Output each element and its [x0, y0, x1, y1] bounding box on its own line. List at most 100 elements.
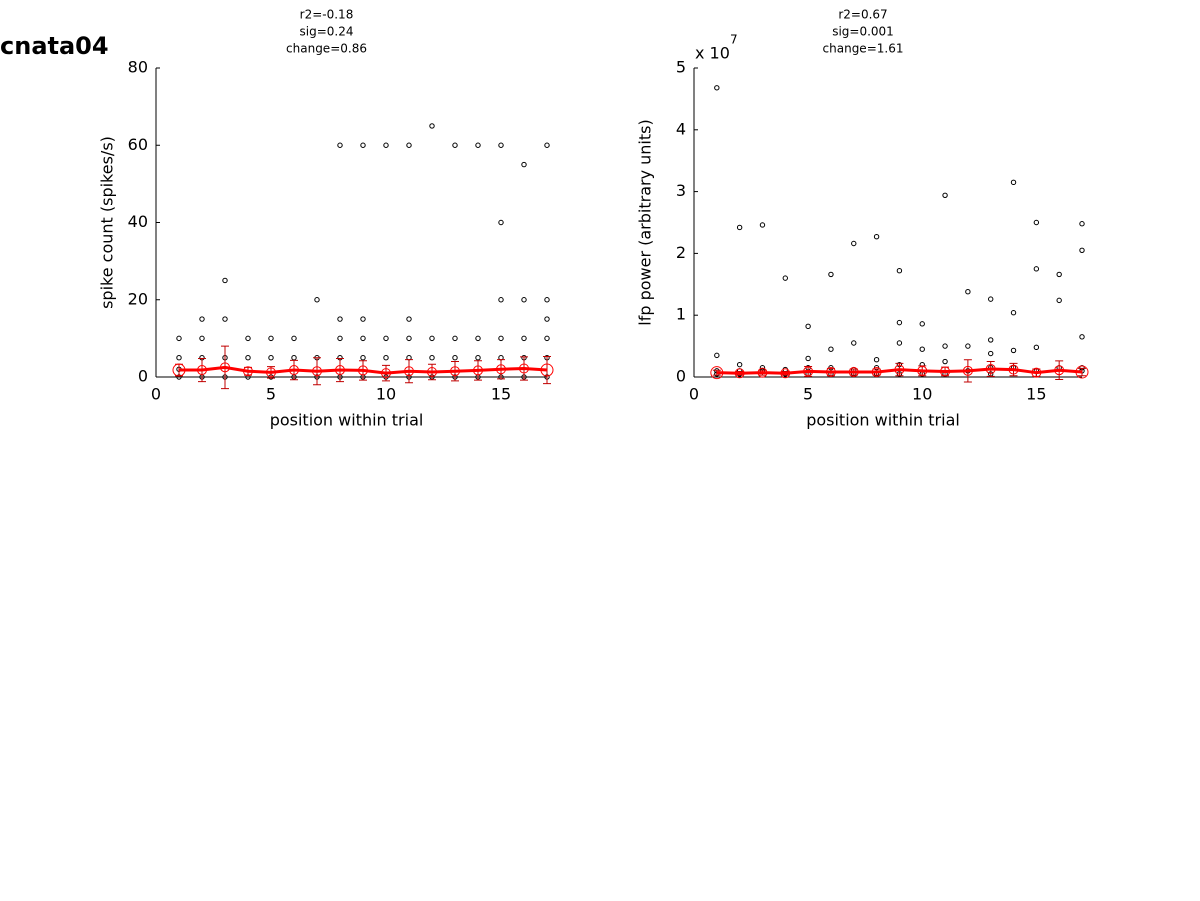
- mean-marker: [1031, 367, 1042, 378]
- data-point: [805, 323, 811, 330]
- data-point: [429, 335, 435, 342]
- data-point: [383, 354, 389, 361]
- data-point: [498, 297, 504, 303]
- mean-marker: [710, 366, 724, 380]
- y-multiplier-exponent: 7: [730, 33, 738, 47]
- mean-marker: [381, 368, 391, 379]
- data-point: [736, 361, 743, 368]
- data-point: [1056, 271, 1062, 278]
- y-tick-label: 2: [676, 243, 686, 262]
- data-point: [360, 316, 366, 322]
- mean-marker: [780, 368, 791, 379]
- data-point: [337, 335, 343, 342]
- data-point: [736, 224, 743, 231]
- y-multiplier: x 10: [695, 44, 730, 63]
- data-point: [360, 354, 366, 361]
- x-axis-label: position within trial: [806, 411, 960, 430]
- mean-marker: [404, 366, 414, 377]
- data-point: [406, 142, 412, 148]
- data-point: [782, 275, 788, 281]
- mean-marker: [335, 365, 345, 376]
- data-point: [475, 354, 481, 361]
- data-point: [1056, 297, 1062, 304]
- mean-marker: [985, 363, 996, 374]
- data-point: [222, 277, 228, 284]
- data-point: [942, 192, 948, 199]
- data-point: [176, 354, 182, 361]
- mean-marker: [1008, 364, 1019, 375]
- data-point: [896, 340, 903, 346]
- mean-marker: [540, 363, 554, 377]
- data-point: [337, 316, 343, 322]
- data-point: [965, 289, 971, 295]
- mean-marker: [427, 366, 437, 377]
- mean-marker: [450, 366, 460, 377]
- data-point: [429, 354, 435, 361]
- data-point: [896, 268, 903, 274]
- chart-title: r2=-0.18: [300, 8, 354, 22]
- x-tick-label: 10: [912, 385, 932, 404]
- data-point: [521, 335, 527, 342]
- y-axis-label: spike count (spikes/s): [98, 136, 117, 309]
- data-point: [406, 316, 412, 322]
- data-point: [360, 142, 366, 148]
- y-tick-label: 40: [128, 212, 148, 231]
- mean-marker: [1075, 365, 1089, 379]
- data-point: [714, 85, 720, 91]
- y-tick-label: 4: [676, 119, 686, 138]
- data-point: [360, 335, 366, 342]
- mean-marker: [894, 364, 905, 375]
- data-point: [176, 335, 182, 342]
- data-point: [1033, 266, 1040, 272]
- data-point: [851, 240, 857, 247]
- data-point: [498, 142, 504, 148]
- data-point: [475, 142, 481, 148]
- data-point: [383, 142, 389, 148]
- mean-line: [716, 367, 1083, 375]
- chart-title: change=0.86: [286, 42, 367, 56]
- data-point: [498, 219, 504, 226]
- figure-label: cnata04: [0, 32, 109, 60]
- mean-marker: [871, 367, 882, 378]
- y-tick-label: 20: [128, 289, 148, 308]
- data-point: [828, 346, 834, 352]
- mean-line: [179, 365, 548, 375]
- mean-marker: [172, 363, 186, 377]
- data-point: [498, 335, 504, 342]
- x-axis-label: position within trial: [270, 411, 424, 430]
- data-point: [873, 234, 880, 240]
- data-point: [1010, 310, 1017, 316]
- data-point: [873, 356, 880, 363]
- mean-marker: [289, 365, 299, 376]
- x-tick-label: 0: [151, 385, 161, 404]
- y-tick-label: 5: [676, 58, 686, 77]
- data-point: [199, 335, 205, 342]
- data-point: [544, 142, 550, 148]
- data-point: [1010, 179, 1017, 186]
- mean-marker: [803, 366, 814, 377]
- data-point: [1010, 347, 1017, 354]
- data-point: [314, 297, 320, 303]
- y-tick-label: 80: [128, 58, 148, 77]
- x-tick-label: 5: [803, 385, 813, 404]
- data-point: [406, 335, 412, 342]
- data-point: [521, 297, 527, 303]
- data-point: [452, 335, 458, 342]
- data-point: [1033, 344, 1040, 351]
- data-point: [1079, 221, 1085, 227]
- data-point: [199, 316, 205, 322]
- data-point: [291, 335, 297, 342]
- data-point: [268, 354, 274, 361]
- data-point: [851, 340, 857, 346]
- chart-title: r2=0.67: [838, 8, 887, 22]
- data-point: [544, 316, 550, 322]
- data-point: [919, 346, 925, 352]
- mean-marker: [358, 365, 368, 376]
- data-point: [544, 297, 550, 303]
- mean-marker: [473, 365, 483, 376]
- data-point: [337, 142, 343, 148]
- data-point: [805, 355, 811, 362]
- data-point: [475, 335, 481, 342]
- x-tick-label: 15: [491, 385, 511, 404]
